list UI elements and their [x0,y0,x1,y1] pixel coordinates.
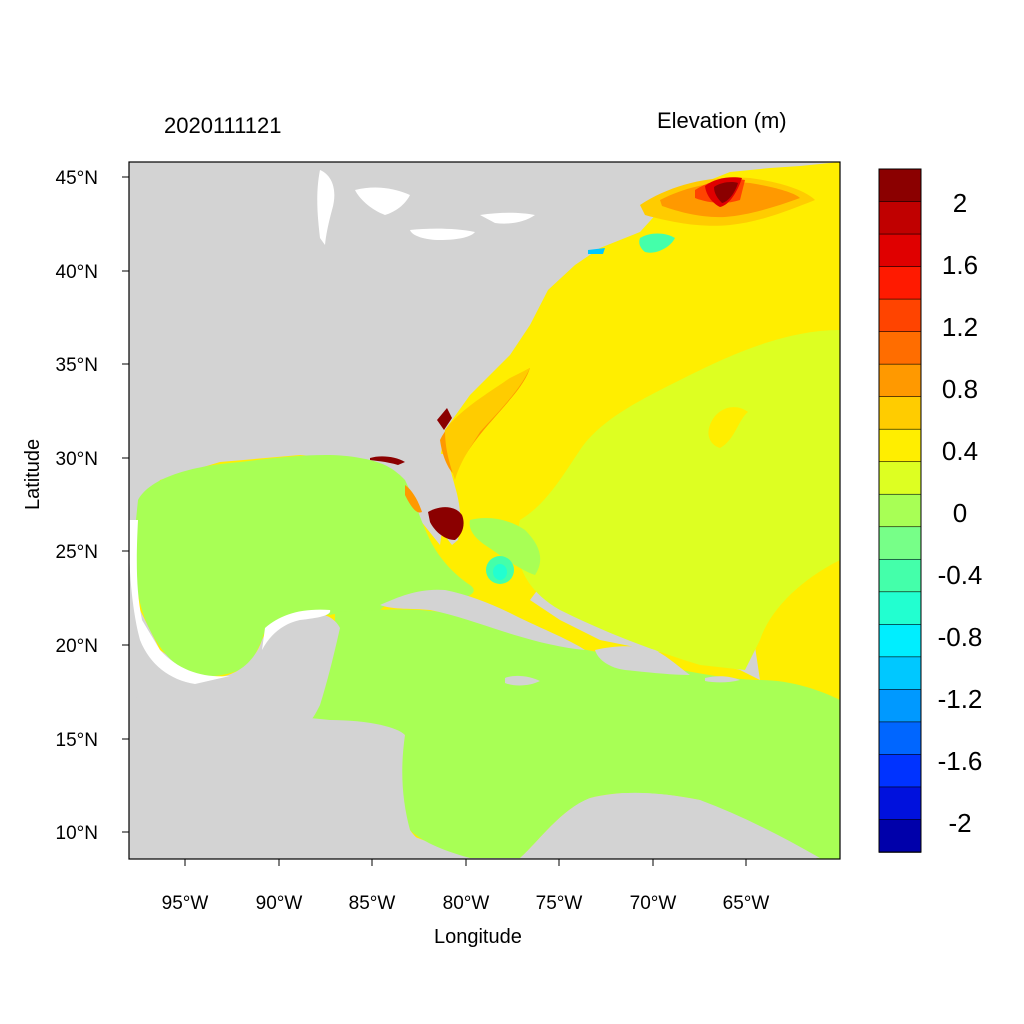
lon-tick-label: 95°W [162,893,209,914]
map-frame [128,161,841,860]
date-label: 2020111121 [164,113,282,138]
colorbar-swatch [878,363,922,398]
colorbar-swatch [878,721,922,756]
colorbar-swatch [878,591,922,626]
hispaniola [595,646,690,675]
yucatan-white-coast [262,609,331,650]
florida-keys-surge [428,507,464,540]
bahamas-shelf [469,518,541,575]
colorbar-swatch [878,428,922,463]
longitude-ticks [184,859,747,866]
longitude-tick-labels: 95°W 90°W 85°W 80°W 75°W 70°W 65°W [162,893,770,914]
colorbar-swatch [878,624,922,658]
colorbar-swatch [878,754,922,788]
colorbar-swatch [878,298,922,333]
colorbar-label: 1.6 [942,250,978,280]
colorbar-swatch [878,396,922,430]
colorbar-swatch [878,168,922,203]
lon-tick-label: 70°W [630,893,677,914]
lon-tick-label: 85°W [349,893,396,914]
caribbean-sea [310,609,840,859]
colorbar-swatch [878,266,922,300]
colorbar-label: 0.4 [942,436,978,466]
colorbar-label: -2 [948,808,971,838]
colorbar-labels: 2 1.6 1.2 0.8 0.4 0 -0.4 -0.8 -1.2 -1.6 … [938,188,983,838]
latitude-ticks [122,176,129,833]
colorbar [878,168,922,853]
lat-tick-label: 25°N [56,542,98,563]
bay-of-fundy-peak [714,182,738,203]
lon-tick-label: 80°W [443,893,490,914]
colorbar-swatch [878,493,922,528]
south-america [520,792,820,858]
bahamas-lowest-patch [493,564,507,580]
colorbar-swatch [878,331,922,365]
lon-tick-label: 65°W [723,893,770,914]
lat-tick-label: 35°N [56,355,98,376]
puerto-rico [705,676,740,683]
colorbar-label: -0.8 [938,622,983,652]
colorbar-label: 2 [953,188,967,218]
gulf-coast-surge [370,456,405,465]
lat-tick-label: 45°N [56,168,98,189]
lat-tick-label: 30°N [56,449,98,470]
lat-tick-label: 20°N [56,636,98,657]
colorbar-swatch [878,819,922,853]
lat-tick-label: 15°N [56,730,98,751]
lon-tick-label: 75°W [536,893,583,914]
offshore-low-bubble [708,407,748,448]
colorbar-label: 0.8 [942,374,978,404]
colorbar-swatch [878,233,922,268]
colorbar-label: 0 [953,498,967,528]
cuba [380,589,585,650]
central-america [129,720,470,858]
georgia-coast-surge [437,408,452,430]
colorbar-swatch [878,786,922,821]
mexico-white-coast [129,520,230,684]
colorbar-label: -1.6 [938,746,983,776]
colorbar-swatch [878,656,922,691]
east-coast-surge-gold [445,368,530,480]
gulf-of-mexico [133,455,474,677]
variable-label: Elevation (m) [657,108,787,133]
lat-tick-label: 40°N [56,262,98,283]
colorbar-swatch [878,461,922,496]
colorbar-label: 1.2 [942,312,978,342]
long-island-sound-low [639,233,675,253]
colorbar-swatch [878,526,922,561]
colorbar-swatch [878,201,922,235]
long-island-lowest [588,248,605,254]
x-axis-label: Longitude [434,926,522,948]
jamaica [505,675,540,686]
latitude-tick-labels: 45°N 40°N 35°N 30°N 25°N 20°N 15°N 10°N [56,168,98,844]
lat-tick-label: 10°N [56,823,98,844]
colorbar-label: -0.4 [938,560,983,590]
colorbar-swatch [878,689,922,723]
map-plot-area [129,162,840,859]
great-lakes [317,170,535,245]
colorbar-label: -1.2 [938,684,983,714]
florida-west-coast-surge [405,485,422,513]
lon-tick-label: 90°W [256,893,303,914]
offshore-low-region [516,330,840,670]
colorbar-swatch [878,558,922,593]
yucatan-peninsula [129,613,340,720]
colorbar-frame [878,168,922,853]
